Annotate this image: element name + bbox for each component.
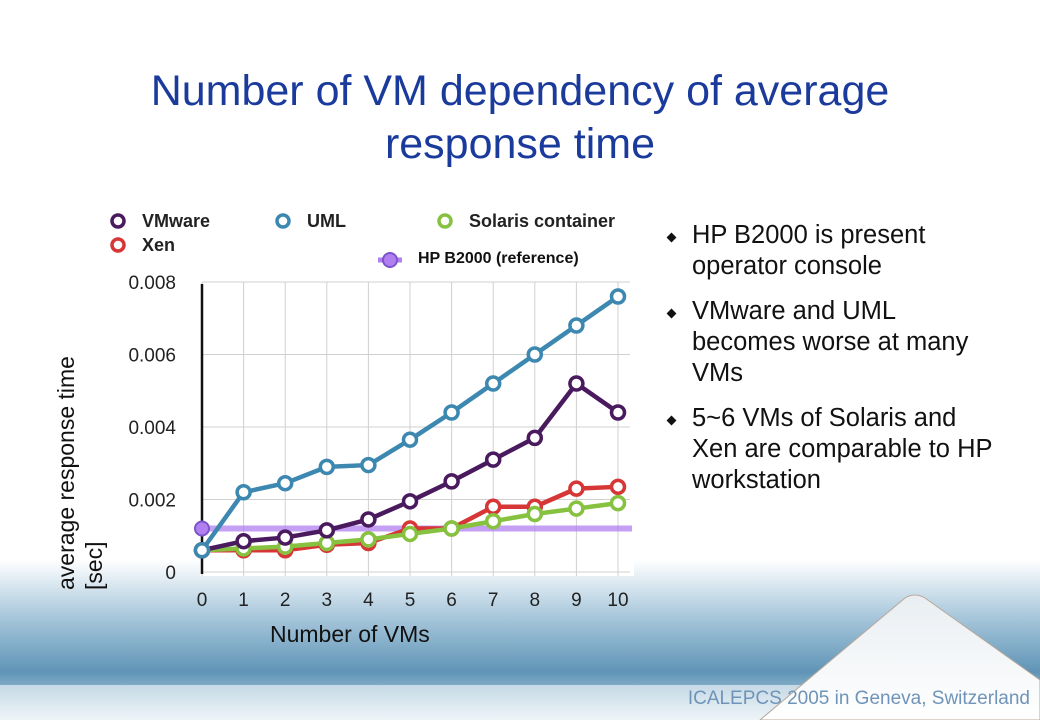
bullet-item: HP B2000 is present operator console bbox=[666, 220, 998, 282]
data-point bbox=[568, 500, 585, 517]
data-point bbox=[443, 473, 460, 490]
x-tick-label: 4 bbox=[363, 590, 374, 611]
data-point bbox=[568, 375, 585, 392]
legend-label: VMware bbox=[142, 211, 210, 231]
data-point bbox=[318, 458, 336, 476]
title-line-1: Number of VM dependency of average bbox=[150, 66, 890, 115]
x-tick-label: 9 bbox=[571, 590, 582, 611]
diamond-bullet-icon bbox=[666, 308, 677, 319]
data-point bbox=[526, 346, 544, 363]
data-point bbox=[443, 404, 460, 421]
legend-marker bbox=[437, 213, 453, 229]
data-point bbox=[526, 429, 544, 447]
data-point bbox=[193, 542, 211, 559]
page-title: Number of VM dependency of average respo… bbox=[60, 65, 980, 171]
title-line-2: response time bbox=[384, 119, 656, 168]
data-point bbox=[318, 522, 336, 539]
x-axis-label: Number of VMs bbox=[270, 621, 430, 647]
data-point bbox=[276, 529, 294, 546]
data-point bbox=[401, 493, 419, 510]
x-tick-label: 0 bbox=[197, 590, 208, 611]
diamond-bullet-icon bbox=[666, 415, 677, 426]
x-tick-label: 6 bbox=[446, 590, 457, 611]
bullet-item: 5~6 VMs of Solaris and Xen are comparabl… bbox=[666, 403, 998, 496]
data-point bbox=[401, 431, 419, 448]
data-point bbox=[609, 494, 627, 512]
y-tick-label: 0.006 bbox=[128, 346, 176, 367]
reference-point bbox=[194, 520, 210, 537]
legend-label: Solaris container bbox=[469, 211, 615, 231]
x-tick-label: 10 bbox=[607, 590, 628, 611]
data-point bbox=[568, 480, 585, 497]
x-tick-label: 8 bbox=[530, 590, 541, 611]
legend-marker bbox=[275, 213, 291, 229]
data-point bbox=[360, 531, 377, 548]
data-point bbox=[276, 474, 294, 492]
data-point bbox=[401, 525, 419, 543]
x-tick-label: 3 bbox=[322, 590, 333, 611]
data-point bbox=[568, 317, 585, 334]
legend-marker bbox=[110, 213, 126, 229]
y-axis-label-line-2: [sec] bbox=[81, 541, 107, 590]
legend-label: Xen bbox=[142, 235, 175, 255]
y-tick-label: 0.004 bbox=[128, 418, 176, 439]
bullet-text: 5~6 VMs of Solaris and Xen are comparabl… bbox=[692, 404, 993, 494]
y-tick-label: 0.002 bbox=[128, 491, 176, 512]
data-point bbox=[235, 484, 252, 501]
data-point bbox=[526, 505, 544, 523]
data-point bbox=[484, 375, 502, 392]
x-tick-label: 1 bbox=[238, 590, 249, 611]
y-axis-label-line-1: average response time bbox=[53, 356, 79, 590]
data-point bbox=[484, 498, 502, 515]
bullet-item: VMware and UML becomes worse at many VMs bbox=[666, 296, 998, 389]
data-point bbox=[235, 532, 252, 550]
bullet-list: HP B2000 is present operator console VMw… bbox=[666, 220, 998, 510]
mountain-graphic bbox=[759, 594, 1040, 720]
y-tick-label: 0 bbox=[165, 563, 176, 584]
data-point bbox=[484, 513, 502, 530]
footer-text: ICALEPCS 2005 in Geneva, Switzerland bbox=[687, 688, 1030, 709]
legend-label-reference: HP B2000 (reference) bbox=[418, 250, 579, 267]
bullet-text: VMware and UML becomes worse at many VMs bbox=[692, 297, 969, 387]
bullet-text: HP B2000 is present operator console bbox=[692, 221, 926, 280]
data-point bbox=[609, 404, 627, 421]
legend-marker bbox=[110, 237, 126, 253]
diamond-bullet-icon bbox=[666, 232, 677, 243]
data-point bbox=[484, 451, 502, 468]
data-point bbox=[609, 288, 627, 305]
y-axis-label: average response time [sec] bbox=[52, 356, 108, 590]
data-point bbox=[360, 456, 377, 474]
y-tick-label: 0.008 bbox=[128, 273, 176, 294]
x-tick-label: 2 bbox=[280, 590, 291, 611]
x-tick-label: 7 bbox=[488, 590, 499, 611]
data-point bbox=[443, 520, 460, 537]
data-point bbox=[360, 511, 377, 528]
legend-marker-reference bbox=[382, 252, 398, 268]
data-point bbox=[609, 478, 627, 496]
legend-label: UML bbox=[307, 211, 346, 231]
x-tick-label: 5 bbox=[405, 590, 416, 611]
